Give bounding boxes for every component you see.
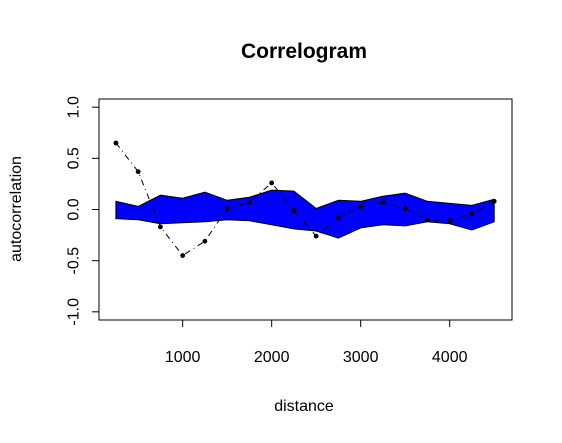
x-tick-label: 2000: [254, 349, 290, 366]
y-axis: -1.0 -0.5 0.0 0.5 1.0: [65, 96, 100, 326]
x-tick-label: 1000: [165, 349, 201, 366]
y-tick-label: 1.0: [65, 96, 82, 118]
series-layer: [113, 140, 497, 258]
data-point: [336, 215, 341, 221]
y-tick-label: 0.5: [66, 147, 83, 169]
data-point: [380, 199, 386, 205]
envelope-band: [115, 189, 495, 239]
data-point: [269, 180, 275, 186]
x-axis-label: distance: [274, 398, 334, 415]
data-point: [291, 208, 297, 213]
data-point: [113, 140, 119, 146]
chart-title: Correlogram: [241, 40, 367, 63]
data-point: [425, 217, 430, 223]
y-tick-label: -1.0: [66, 298, 83, 326]
data-point: [469, 211, 475, 216]
x-tick-label: 3000: [343, 349, 379, 366]
data-point: [247, 199, 252, 205]
x-tick-label: 4000: [432, 349, 468, 366]
y-axis-label: autocorrelation: [8, 156, 25, 262]
data-point: [358, 204, 364, 209]
data-point: [135, 169, 141, 175]
y-tick-label: 0.0: [66, 198, 83, 220]
data-point: [402, 206, 408, 211]
data-point: [158, 224, 163, 230]
data-point: [224, 206, 230, 211]
data-point: [447, 218, 453, 224]
data-point: [313, 233, 319, 239]
y-tick-label: -0.5: [65, 247, 82, 275]
data-point: [180, 253, 186, 258]
series-line: [115, 142, 495, 257]
data-point: [491, 198, 497, 204]
x-axis: 1000 2000 3000 4000: [165, 319, 468, 366]
envelope-layer: [115, 189, 495, 239]
data-point: [202, 238, 208, 244]
